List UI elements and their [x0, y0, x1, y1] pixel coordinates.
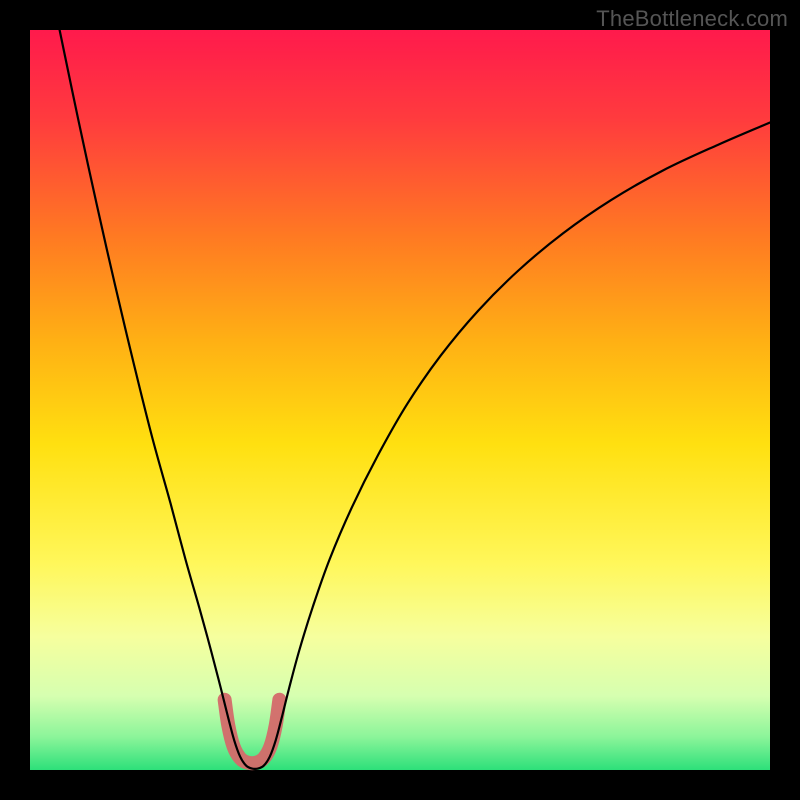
- watermark-text: TheBottleneck.com: [596, 6, 788, 32]
- bottleneck-curve-line: [60, 30, 770, 769]
- bottleneck-chart: [30, 30, 770, 770]
- chart-curves-layer: [30, 30, 770, 770]
